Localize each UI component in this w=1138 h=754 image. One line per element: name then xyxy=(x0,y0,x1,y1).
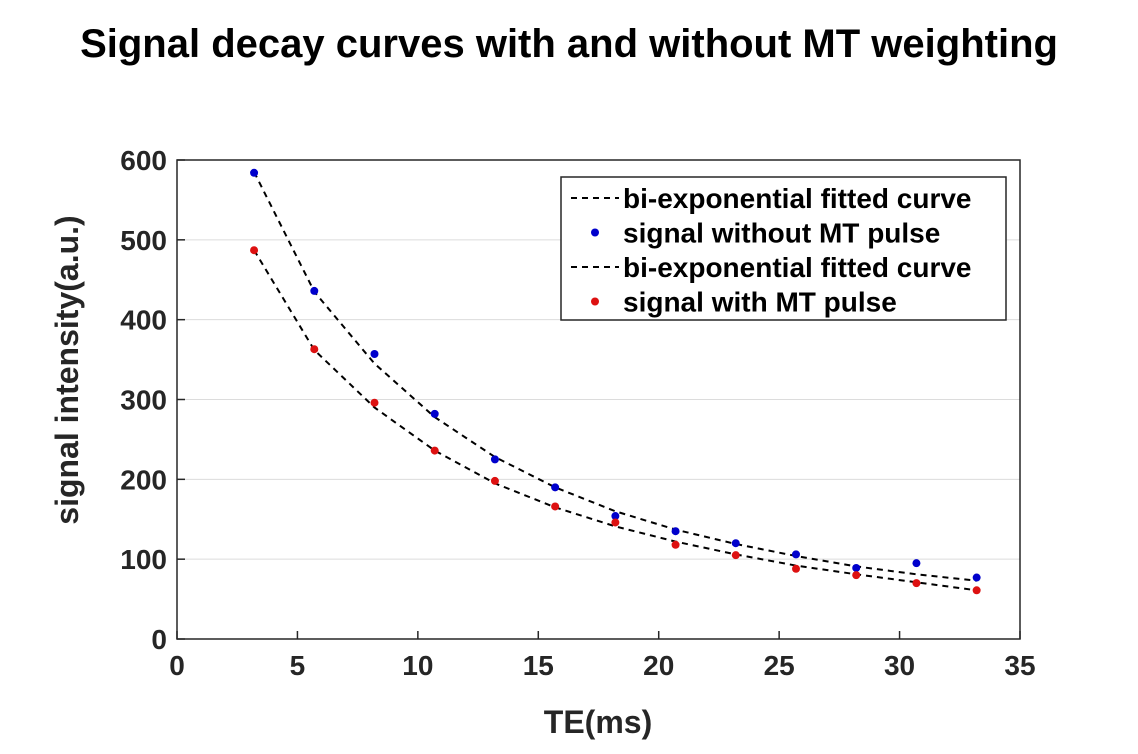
legend-marker-swatch xyxy=(591,297,599,306)
legend-label: signal with MT pulse xyxy=(623,287,897,318)
data-point xyxy=(852,563,861,572)
x-tick-label: 15 xyxy=(523,650,554,681)
data-point xyxy=(792,564,801,573)
legend-entry: signal without MT pulse xyxy=(591,218,940,249)
data-point xyxy=(430,409,439,418)
data-point xyxy=(912,559,921,568)
y-tick-label: 100 xyxy=(120,544,167,575)
x-tick-label: 25 xyxy=(764,650,795,681)
legend-box xyxy=(560,176,1007,321)
x-tick-label: 20 xyxy=(643,650,674,681)
data-point xyxy=(370,398,379,407)
y-tick-label: 200 xyxy=(120,464,167,495)
x-tick-label: 35 xyxy=(1004,650,1035,681)
data-point xyxy=(310,345,319,354)
y-axis-label: signal intensity(a.u.) xyxy=(49,215,85,524)
data-point xyxy=(430,446,439,455)
data-point xyxy=(611,518,620,527)
data-point xyxy=(852,571,861,580)
legend-label: signal without MT pulse xyxy=(623,218,940,249)
x-tick-label: 5 xyxy=(290,650,306,681)
data-point xyxy=(551,502,560,511)
x-tick-label: 0 xyxy=(169,650,185,681)
data-point xyxy=(671,527,680,536)
y-tick-label: 300 xyxy=(120,385,167,416)
series-3 xyxy=(250,246,981,595)
data-point xyxy=(671,540,680,549)
series-1 xyxy=(250,168,981,582)
axis-ticks: 0 100 200 300 400 500 600 0 5 10 15 20 25 30 35 xyxy=(120,145,1035,681)
data-point xyxy=(972,573,981,582)
x-tick-label: 30 xyxy=(884,650,915,681)
data-point xyxy=(972,586,981,595)
legend-entry: signal with MT pulse xyxy=(591,287,897,318)
legend-entry: bi-exponential fitted curve xyxy=(571,252,972,283)
legend-marker-swatch xyxy=(591,228,599,237)
legend-label: bi-exponential fitted curve xyxy=(623,252,972,283)
x-axis-label: TE(ms) xyxy=(544,704,652,740)
data-point xyxy=(792,550,801,559)
data-point xyxy=(250,246,259,255)
legend-label: bi-exponential fitted curve xyxy=(623,183,972,214)
y-tick-label: 0 xyxy=(151,624,167,655)
chart-title: Signal decay curves with and without MT … xyxy=(80,22,1058,66)
y-tick-label: 500 xyxy=(120,225,167,256)
series-layer xyxy=(250,168,981,595)
data-point xyxy=(731,551,740,560)
legend-entry: bi-exponential fitted curve xyxy=(571,183,972,214)
data-point xyxy=(731,539,740,548)
data-point xyxy=(912,579,921,588)
x-tick-label: 10 xyxy=(402,650,433,681)
y-tick-label: 400 xyxy=(120,305,167,336)
data-point xyxy=(551,483,560,492)
data-point xyxy=(490,476,499,485)
y-tick-label: 600 xyxy=(120,145,167,176)
data-point xyxy=(370,349,379,358)
data-point xyxy=(490,455,499,464)
data-point xyxy=(611,512,620,521)
data-point xyxy=(250,168,259,177)
data-point xyxy=(310,286,319,295)
